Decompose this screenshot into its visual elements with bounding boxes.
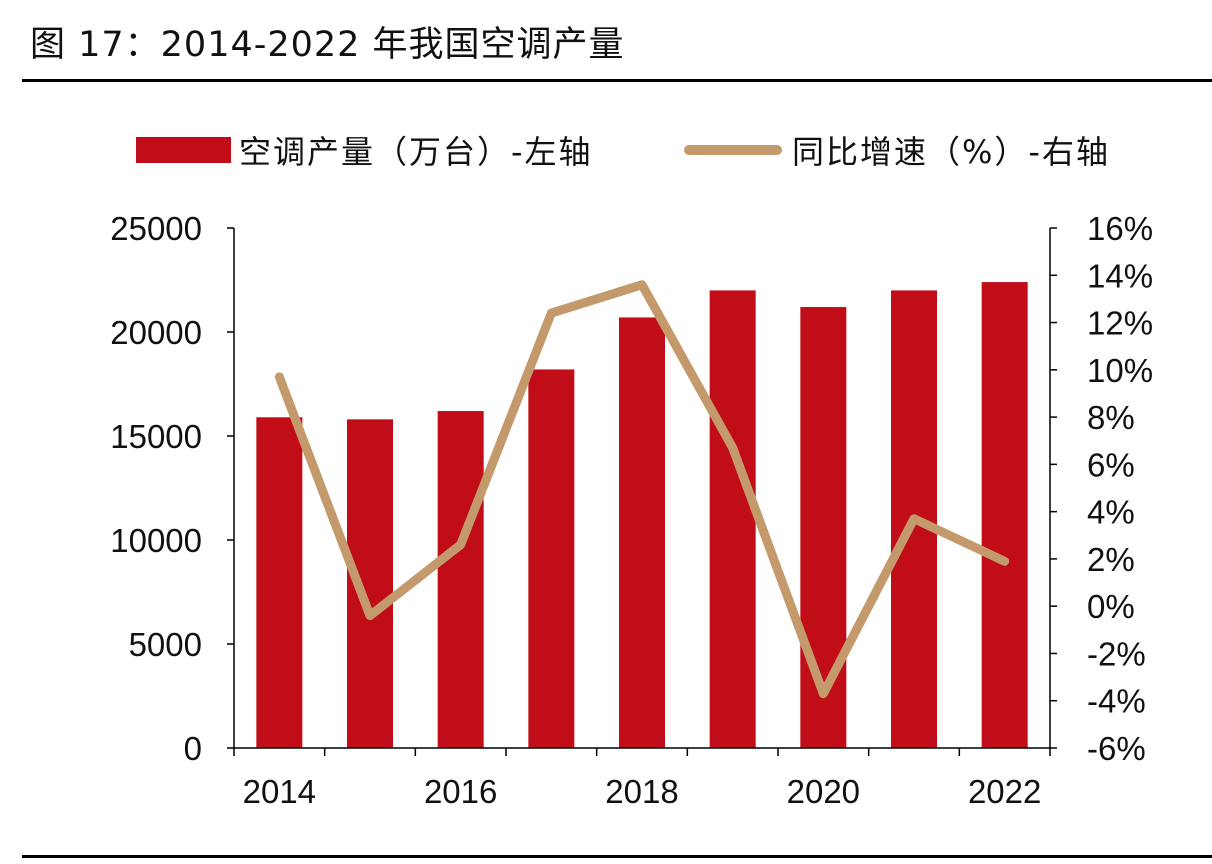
legend-label-line: 同比增速（%）-右轴 (792, 133, 1110, 171)
right-tick-label: 6% (1087, 446, 1135, 483)
left-tick-label: 20000 (110, 314, 202, 351)
right-tick-label: 14% (1087, 257, 1153, 294)
x-tick-label: 2014 (243, 773, 316, 810)
right-tick-label: -6% (1087, 730, 1146, 767)
legend-item-bar: 空调产量（万台）-左轴 (136, 125, 593, 175)
left-tick-label: 25000 (110, 210, 202, 247)
chart-legend: 空调产量（万台）-左轴 同比增速（%）-右轴 (0, 125, 1212, 175)
left-tick-label: 5000 (129, 626, 202, 663)
right-tick-label: -2% (1087, 635, 1146, 672)
x-tick-label: 2018 (605, 773, 678, 810)
figure-title: 图 17：2014-2022 年我国空调产量 (30, 25, 625, 65)
title-rule (22, 79, 1212, 82)
legend-label-bar: 空调产量（万台）-左轴 (239, 133, 593, 171)
right-tick-label: 8% (1087, 399, 1135, 436)
left-tick-label: 15000 (110, 418, 202, 455)
bar-2017 (528, 369, 575, 748)
right-tick-label: 4% (1087, 494, 1135, 531)
bar-2016 (437, 411, 484, 748)
bar-2018 (619, 317, 665, 748)
right-tick-label: 10% (1087, 352, 1153, 389)
legend-swatch-line (684, 145, 782, 155)
right-tick-label: 12% (1087, 305, 1153, 342)
right-tick-label: 16% (1087, 210, 1153, 247)
bar-2019 (709, 290, 756, 748)
x-tick-label: 2020 (787, 773, 860, 810)
bar-2022 (981, 282, 1028, 748)
legend-item-line: 同比增速（%）-右轴 (684, 125, 1110, 175)
right-tick-label: 0% (1087, 588, 1135, 625)
legend-swatch-bar (136, 137, 231, 163)
right-tick-label: -4% (1087, 683, 1146, 720)
bottom-rule (22, 855, 1212, 858)
x-tick-label: 2022 (968, 773, 1041, 810)
right-tick-label: 2% (1087, 541, 1135, 578)
left-tick-label: 0 (184, 730, 202, 767)
bar-2014 (256, 417, 303, 748)
left-tick-label: 10000 (110, 522, 202, 559)
x-tick-label: 2016 (424, 773, 497, 810)
bar-2020 (800, 307, 847, 748)
